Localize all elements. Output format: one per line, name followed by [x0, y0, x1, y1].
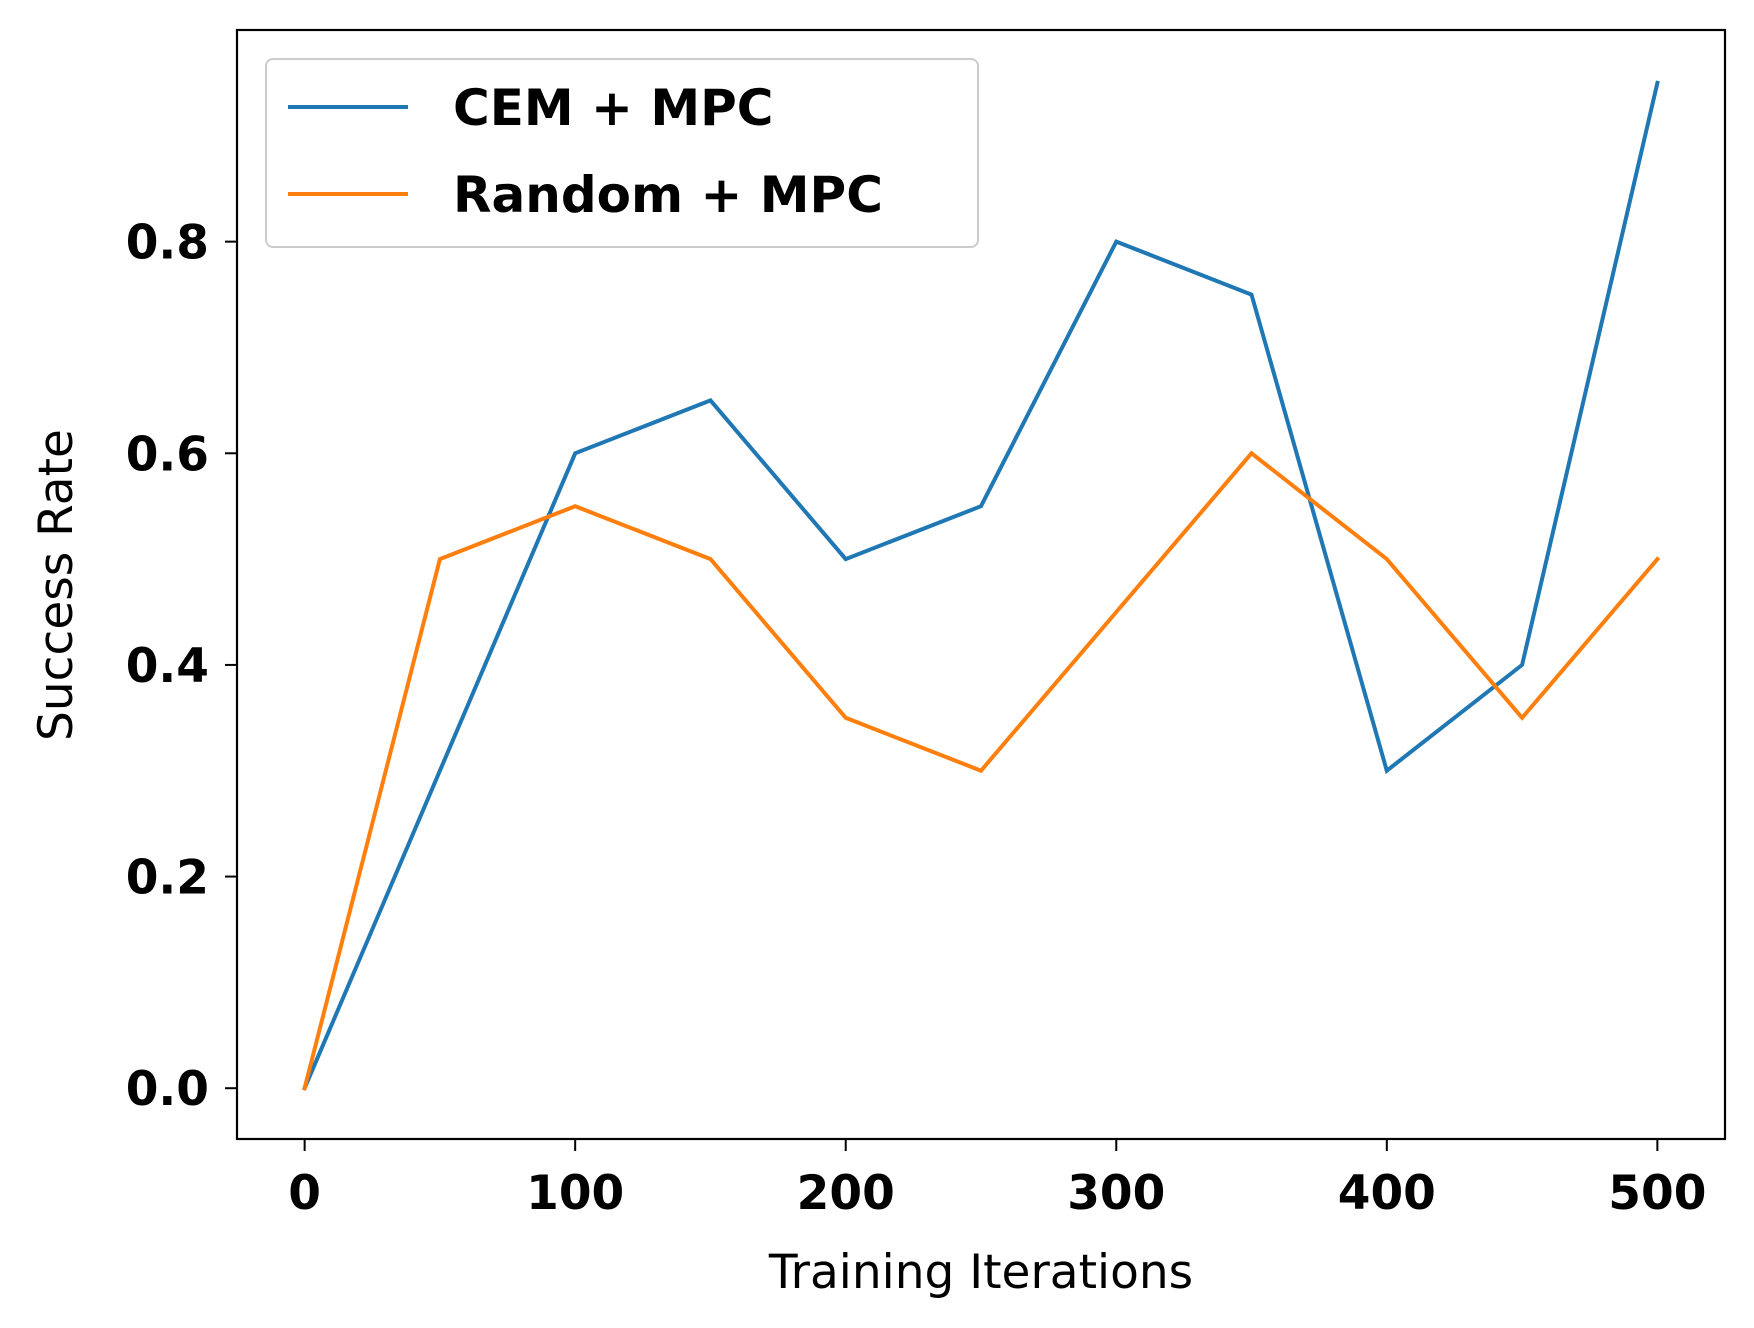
- x-tick-label: 300: [1067, 1166, 1165, 1221]
- legend-label-cem-mpc: CEM + MPC: [453, 79, 773, 137]
- legend-box: [265, 58, 979, 248]
- x-tick-label: 500: [1608, 1166, 1706, 1221]
- x-tick-label: 0: [288, 1166, 321, 1221]
- x-tick-label: 100: [526, 1166, 624, 1221]
- plot-frame: [235, 28, 1727, 1141]
- y-axis-label: Success Rate: [29, 429, 84, 741]
- series-lines: [301, 80, 1661, 1091]
- y-tick-label: 0.8: [126, 216, 209, 271]
- y-axis-ticks: 0.0 0.2 0.4 0.6 0.8: [126, 216, 237, 1117]
- legend: CEM + MPC Random + MPC: [265, 58, 979, 248]
- x-tick-label: 400: [1338, 1166, 1436, 1221]
- series-line-cem-mpc: [301, 80, 1660, 1091]
- y-tick-label: 0.6: [126, 427, 209, 482]
- legend-label-random-mpc: Random + MPC: [453, 166, 883, 224]
- x-axis-ticks: 0 100 200 300 400 500: [288, 1139, 1706, 1221]
- series-line-random-mpc: [302, 450, 1661, 1091]
- y-tick-label: 0.2: [126, 851, 209, 906]
- y-tick-label: 0.0: [126, 1062, 209, 1117]
- y-tick-label: 0.4: [126, 639, 209, 694]
- x-axis-label: Training Iterations: [768, 1245, 1193, 1300]
- x-tick-label: 200: [797, 1166, 895, 1221]
